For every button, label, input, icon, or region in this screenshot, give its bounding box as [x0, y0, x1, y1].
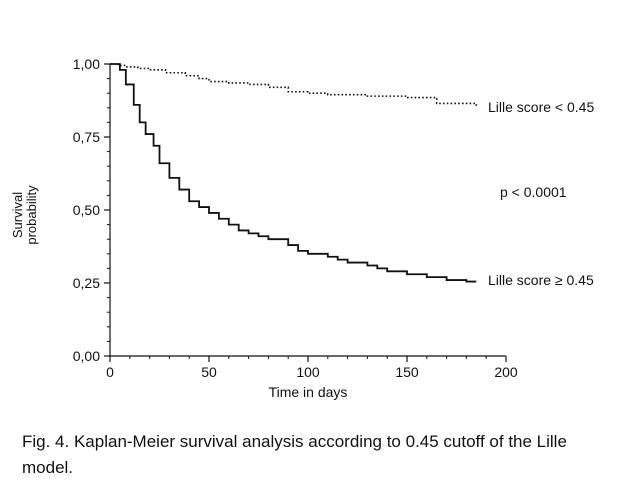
kaplan-meier-chart: 0 50 100 150 200 0,00 0,25 0,50 0,75 1,00 Time i… — [10, 56, 594, 400]
y-axis-ticks: 0,00 0,25 0,50 0,75 1,00 — [73, 56, 110, 364]
y-axis-label-line1: Survival — [10, 192, 25, 238]
x-axis-ticks: 0 50 100 150 200 — [106, 356, 518, 380]
y-tick-label: 1,00 — [73, 56, 100, 72]
survival-curve-high-score — [110, 63, 477, 283]
legend-label-high-score: Lille score ≥ 0.45 — [488, 272, 594, 288]
x-tick-label: 150 — [395, 364, 419, 380]
x-axis-label: Time in days — [269, 384, 348, 400]
x-tick-label: 50 — [201, 364, 217, 380]
x-tick-label: 100 — [296, 364, 320, 380]
x-tick-label: 0 — [106, 364, 114, 380]
y-tick-label: 0,00 — [73, 348, 100, 364]
legend-label-low-score: Lille score < 0.45 — [488, 99, 594, 115]
y-tick-label: 0,75 — [73, 129, 100, 145]
figure-caption: Fig. 4. Kaplan-Meier survival analysis a… — [22, 432, 567, 477]
p-value-annotation: p < 0.0001 — [500, 184, 567, 200]
survival-curve-low-score — [110, 63, 478, 108]
x-tick-label: 200 — [494, 364, 518, 380]
y-tick-label: 0,25 — [73, 275, 100, 291]
series-layer — [110, 63, 478, 283]
y-axis-label-line2: probability — [24, 185, 39, 245]
y-tick-label: 0,50 — [73, 202, 100, 218]
